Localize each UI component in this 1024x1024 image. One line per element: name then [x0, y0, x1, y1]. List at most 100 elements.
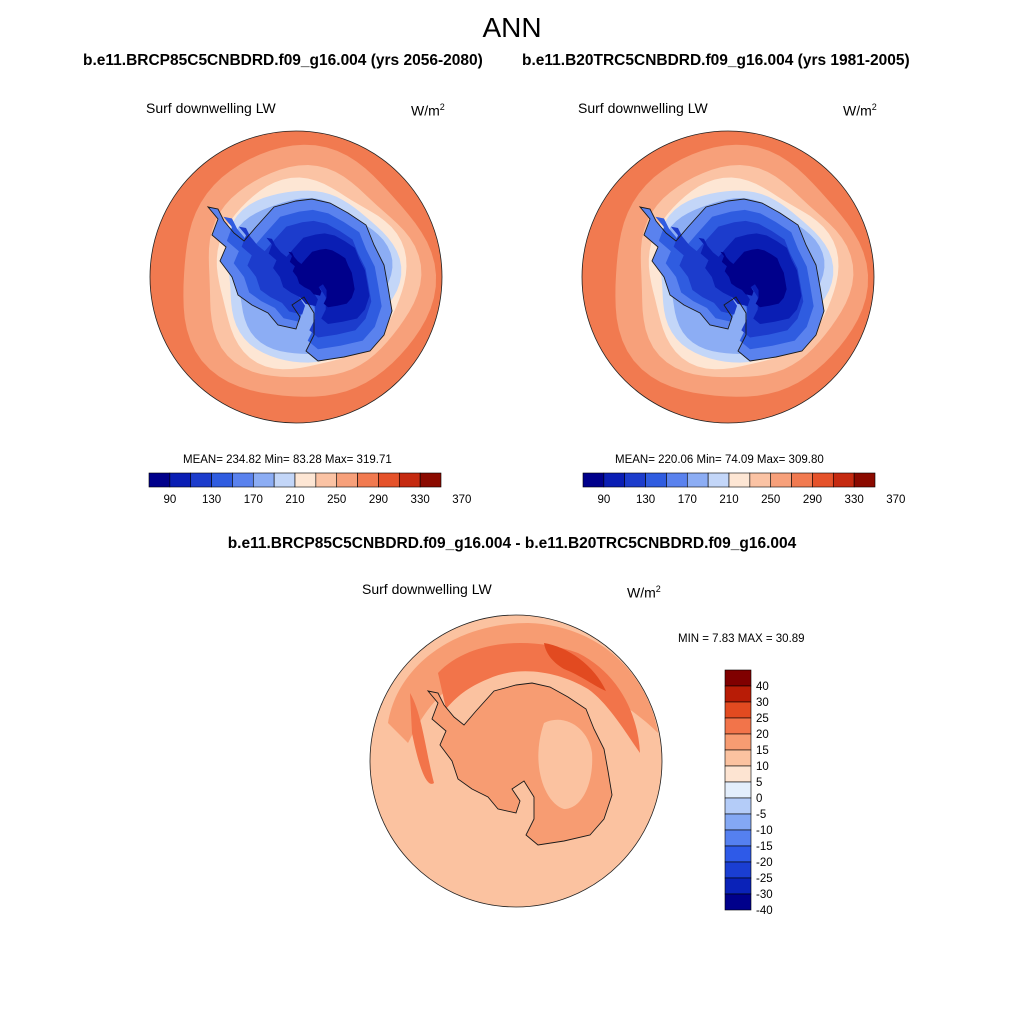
contour-band — [720, 248, 787, 308]
variable-label-future: Surf downwelling LW — [146, 100, 276, 116]
colorbar-swatch — [169, 472, 192, 488]
colorbar-swatch — [724, 669, 752, 687]
contour-band — [288, 248, 355, 308]
units-label-difference: W/m2 — [627, 584, 661, 601]
colorbar-swatch — [724, 829, 752, 847]
colorbar-swatch — [252, 472, 275, 488]
colorbar-tick-label: -15 — [756, 841, 773, 853]
colorbar-swatch — [148, 472, 171, 488]
colorbar-swatch — [582, 472, 605, 488]
colorbar-swatch — [707, 472, 730, 488]
colorbar-swatch — [724, 813, 752, 831]
colorbar-tick-label: 10 — [756, 761, 769, 773]
colorbar-tick-label: -20 — [756, 857, 773, 869]
colorbar-tick-label: -30 — [756, 889, 773, 901]
colorbar-swatch — [232, 472, 254, 488]
colorbar-swatch — [419, 472, 442, 488]
colorbar-swatch — [853, 472, 876, 488]
colorbar-swatch — [724, 861, 752, 879]
colorbar-swatch — [724, 893, 752, 911]
colorbar-tick-label: 40 — [756, 681, 769, 693]
colorbar-tick-label: 15 — [756, 745, 769, 757]
colorbar-swatch — [728, 472, 751, 488]
case-title-future: b.e11.BRCP85C5CNBDRD.f09_g16.004 (yrs 20… — [83, 52, 483, 69]
colorbar-swatch — [190, 472, 212, 488]
map-fill — [582, 131, 874, 423]
colorbar-swatch — [336, 472, 358, 488]
colorbar-difference: 40 30 25 20 15 10 5 0 -5 -10 -15 -20 -25 -30 -40 — [724, 669, 773, 917]
contour-band — [388, 623, 658, 743]
colorbar-swatch — [724, 877, 752, 895]
colorbar-swatch — [315, 472, 338, 488]
contour-band — [544, 643, 606, 691]
colorbar-swatch — [273, 472, 296, 488]
colorbar-swatch — [666, 472, 688, 488]
colorbar-swatch — [724, 749, 752, 767]
colorbar-tick-label: 250 — [327, 494, 346, 506]
colorbar-tick-label: 290 — [803, 494, 822, 506]
colorbar-tick-label: -10 — [756, 825, 773, 837]
colorbar-swatch — [624, 472, 646, 488]
colorbar-tick-label: -40 — [756, 905, 773, 917]
colorbar-tick-label: -5 — [756, 809, 766, 821]
map-frame — [369, 614, 663, 908]
variable-label-difference: Surf downwelling LW — [362, 581, 492, 597]
colorbar-swatch — [724, 765, 752, 783]
contour-band — [410, 693, 434, 784]
coastline — [206, 198, 393, 362]
coastline — [638, 198, 825, 362]
colorbar-tick-label: 5 — [756, 777, 762, 789]
colorbar-swatch — [603, 472, 626, 488]
map-fill — [370, 615, 662, 907]
colorbar-tick-label: 250 — [761, 494, 780, 506]
colorbar-swatch — [724, 845, 752, 863]
colorbar-swatch — [724, 797, 752, 815]
units-label-historical: W/m2 — [843, 102, 877, 119]
colorbar-tick-label: 30 — [756, 697, 769, 709]
colorbar-tick-label: 330 — [411, 494, 430, 506]
colorbar-swatch — [724, 781, 752, 799]
colorbar-historical: 90 130 170 210 250 290 330 370 — [582, 472, 905, 506]
colorbar-swatch — [724, 717, 752, 735]
colorbar-swatch — [832, 472, 855, 488]
colorbar-tick-label: 0 — [756, 793, 762, 805]
colorbar-future: 90 130 170 210 250 290 330 370 — [148, 472, 471, 506]
colorbar-tick-label: 370 — [452, 494, 471, 506]
stats-difference: MIN = 7.83 MAX = 30.89 — [678, 633, 805, 645]
colorbar-tick-label: 170 — [678, 494, 697, 506]
colorbar-swatch — [294, 472, 317, 488]
colorbar-swatch — [770, 472, 792, 488]
difference-title: b.e11.BRCP85C5CNBDRD.f09_g16.004 - b.e11… — [227, 535, 797, 552]
colorbar-tick-label: 25 — [756, 713, 769, 725]
colorbar-swatch — [211, 472, 233, 488]
colorbar-swatch — [398, 472, 421, 488]
colorbar-swatch — [357, 472, 379, 488]
colorbar-tick-label: -25 — [756, 873, 773, 885]
colorbar-tick-label: 330 — [845, 494, 864, 506]
colorbar-swatch — [749, 472, 772, 488]
colorbar-swatch — [645, 472, 667, 488]
colorbar-tick-label: 210 — [285, 494, 304, 506]
contour-band — [538, 719, 593, 809]
colorbar-swatch — [724, 701, 752, 719]
colorbar-tick-label: 170 — [244, 494, 263, 506]
units-label-future: W/m2 — [411, 102, 445, 119]
variable-label-historical: Surf downwelling LW — [578, 100, 708, 116]
colorbar-swatch — [791, 472, 813, 488]
polar-map-difference — [369, 614, 663, 908]
colorbar-swatch — [724, 733, 752, 751]
colorbar-swatch — [686, 472, 709, 488]
map-fill — [150, 131, 442, 423]
case-title-historical: b.e11.B20TRC5CNBDRD.f09_g16.004 (yrs 198… — [522, 52, 910, 69]
colorbar-tick-label: 290 — [369, 494, 388, 506]
colorbar-tick-label: 90 — [597, 494, 610, 506]
stats-historical: MEAN= 220.06 Min= 74.09 Max= 309.80 — [615, 454, 824, 466]
map-frame — [149, 130, 443, 424]
colorbar-tick-label: 130 — [636, 494, 655, 506]
polar-map-historical — [581, 130, 875, 424]
colorbar-swatch — [378, 472, 400, 488]
map-frame — [581, 130, 875, 424]
figure-title: ANN — [482, 12, 542, 43]
colorbar-tick-label: 90 — [163, 494, 176, 506]
coastline — [426, 682, 613, 846]
